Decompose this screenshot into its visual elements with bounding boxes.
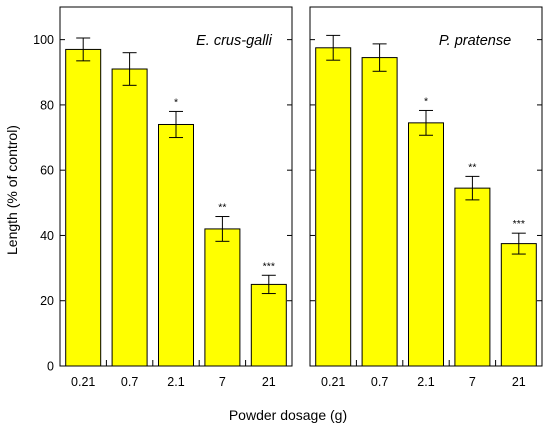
y-tick-label: 80 <box>40 98 54 112</box>
x-tick-label: 0.7 <box>121 375 138 389</box>
bar <box>361 57 398 367</box>
panel-title: P. pratense <box>439 33 511 49</box>
x-axis-title: Powder dosage (g) <box>229 407 347 423</box>
x-tick-label: 21 <box>262 375 276 389</box>
significance-label: * <box>424 95 428 107</box>
bar <box>111 68 148 367</box>
x-tick-label: 21 <box>512 375 526 389</box>
x-tick-label: 0.21 <box>71 375 95 389</box>
y-axis-title: Length (% of control) <box>4 125 20 255</box>
bar <box>65 48 102 367</box>
bar <box>158 123 194 367</box>
bar <box>204 228 241 367</box>
y-tick-label: 60 <box>40 164 54 178</box>
x-tick-label: 2.1 <box>417 375 434 389</box>
panel-1: 0 20 40 60 80 100 0.21 0.7 * 2.1 ** 7 *** 21 E. crus-g… <box>33 6 293 389</box>
x-tick-label: 2.1 <box>167 375 184 389</box>
panel-2: 0.21 0.7 * 2.1 ** 7 *** 21 P. pratense <box>309 6 543 389</box>
significance-label: ** <box>218 202 226 214</box>
bar <box>454 187 491 367</box>
bar <box>500 243 537 367</box>
x-tick-label: 7 <box>219 375 226 389</box>
bar <box>250 283 287 367</box>
significance-label: * <box>174 96 178 108</box>
significance-label: *** <box>263 260 275 272</box>
x-tick-label: 0.21 <box>321 375 345 389</box>
y-tick-label: 100 <box>33 33 54 47</box>
bar <box>315 47 352 367</box>
x-tick-label: 7 <box>469 375 476 389</box>
y-tick-label: 20 <box>40 294 54 308</box>
panel-title: E. crus-galli <box>196 33 273 49</box>
bar <box>408 122 444 367</box>
significance-label: ** <box>468 161 476 173</box>
x-tick-label: 0.7 <box>371 375 388 389</box>
y-tick-label: 40 <box>40 229 54 243</box>
significance-label: *** <box>513 218 525 230</box>
y-tick-label: 0 <box>47 360 54 374</box>
